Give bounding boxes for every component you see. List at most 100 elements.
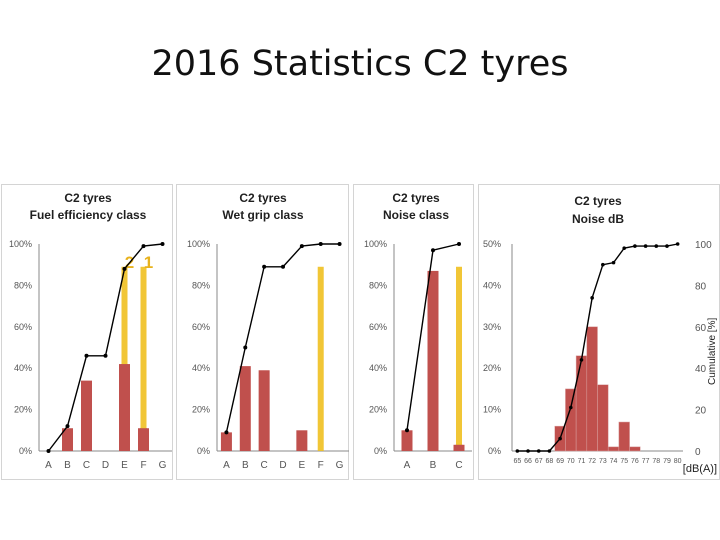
x-tick-label: C (261, 460, 268, 471)
data-bar (296, 430, 308, 451)
y-tick-label: 20% (369, 405, 387, 415)
cumulative-point (622, 246, 627, 250)
cumulative-point (547, 449, 552, 453)
cumulative-point (122, 266, 127, 271)
noise-class-plot: C2 tyres Noise class 0% 20% 40% 60% 80% 100% A B C (364, 191, 472, 471)
cumulative-point (558, 436, 562, 441)
histogram-bar (618, 421, 630, 452)
cumulative-point (224, 430, 229, 435)
data-bar (62, 428, 73, 451)
wet-grip-chart: C2 tyres Wet grip class 0% 20% 40% 60% 80% 100%… (176, 184, 349, 480)
x-tick-label: F (318, 460, 324, 471)
noise-db-plot: C2 tyres Noise dB 0% 10% 20% 30% 40% 50% 0 20 40 60… (483, 194, 718, 475)
y-tick-label: 0% (19, 446, 32, 456)
cumulative-point (262, 264, 267, 269)
y-tick-label-right: 0 (695, 447, 701, 458)
chart-title-line: Wet grip class (222, 208, 303, 222)
y-tick-label-left: 30% (483, 322, 501, 332)
x-tick-label: D (279, 460, 286, 471)
x-tick-label: A (404, 460, 411, 471)
cumulative-point (141, 244, 146, 249)
x-tick-label: 74 (610, 458, 618, 465)
cumulative-point (643, 244, 648, 248)
wet-grip-plot: C2 tyres Wet grip class 0% 20% 40% 60% 80% 100%… (187, 191, 349, 471)
cumulative-point (665, 244, 669, 248)
fuel-efficiency-chart: C2 tyres Fuel efficiency class 0% 20% 40% 60%… (1, 184, 173, 480)
chart-title-line: Fuel efficiency class (30, 208, 147, 222)
chart-title-line: C2 tyres (392, 191, 440, 205)
cumulative-point (675, 242, 680, 246)
x-tick-label: G (159, 460, 167, 471)
histogram-bar (586, 326, 598, 452)
data-bar-overlay (121, 364, 128, 451)
x-tick-label: C (455, 460, 462, 471)
x-tick-label: 73 (599, 458, 607, 465)
highlight-marker (121, 266, 128, 451)
x-tick-label: B (64, 460, 71, 471)
cumulative-point (654, 244, 659, 248)
cumulative-point (457, 242, 461, 246)
x-tick-label: F (140, 460, 146, 471)
x-tick-label: 75 (620, 458, 628, 465)
cumulative-point (337, 242, 342, 246)
histogram-bar (575, 355, 588, 452)
cumulative-point (579, 358, 584, 362)
y-tick-label-right: 80 (695, 281, 707, 292)
noise-db-chart: C2 tyres Noise dB 0% 10% 20% 30% 40% 50% 0 20 40 60… (478, 184, 720, 480)
cumulative-point (568, 405, 573, 410)
y-tick-label: 60% (369, 322, 387, 332)
slide-title: 2016 Statistics C2 tyres (151, 44, 569, 84)
cumulative-point (515, 449, 520, 453)
x-tick-label: 72 (588, 458, 596, 465)
chart-title-line: C2 tyres (64, 191, 112, 205)
data-bar-overlay (140, 428, 147, 451)
data-bar (258, 370, 270, 451)
x-tick-label: C (83, 460, 90, 471)
x-tick-label: D (102, 460, 109, 471)
x-tick-label: 69 (556, 458, 564, 465)
x-tick-label: E (121, 460, 128, 471)
cumulative-point (601, 262, 605, 267)
x-tick-label: 67 (535, 458, 543, 465)
x-tick-label: 78 (652, 458, 660, 465)
y-tick-label: 20% (192, 405, 210, 415)
y-tick-label: 80% (369, 280, 387, 290)
y-tick-label-right: 40 (695, 364, 707, 375)
data-bar-overlay (455, 444, 463, 451)
highlight-marker (140, 266, 147, 451)
histogram-bar (629, 446, 641, 452)
cumulative-point (405, 428, 409, 433)
chart-title-line: C2 tyres (574, 194, 622, 208)
cumulative-point (160, 242, 165, 246)
cumulative-point (84, 353, 89, 358)
x-tick-label: A (223, 460, 230, 471)
chart-title-line: Noise dB (572, 212, 624, 226)
cumulative-point (103, 353, 108, 358)
y-tick-label: 100% (364, 239, 387, 249)
annotation-label: 1 (144, 253, 153, 272)
y-tick-label: 100% (9, 239, 32, 249)
histogram-bar (607, 446, 620, 452)
cumulative-point (243, 345, 248, 350)
cumulative-point (46, 449, 51, 453)
cumulative-point (431, 248, 435, 253)
y-tick-label-left: 10% (483, 405, 501, 415)
cumulative-point (611, 260, 616, 265)
x-tick-label: E (299, 460, 306, 471)
x-tick-label: 68 (546, 458, 554, 465)
cumulative-point (318, 242, 323, 246)
x-tick-label: G (336, 460, 344, 471)
x-tick-label: 70 (567, 458, 575, 465)
y-tick-label: 60% (192, 322, 210, 332)
x-tick-label: A (45, 460, 52, 471)
fuel-efficiency-plot: C2 tyres Fuel efficiency class 0% 20% 40% 60%… (9, 191, 172, 471)
x-tick-label: 80 (674, 458, 682, 465)
y-tick-label: 20% (14, 405, 32, 415)
cumulative-point (526, 449, 530, 453)
cumulative-point (281, 264, 285, 269)
cumulative-point (65, 424, 70, 429)
cumulative-point (536, 449, 541, 453)
x-tick-label: 77 (642, 458, 650, 465)
data-bar (220, 432, 232, 451)
y-tick-label: 0% (197, 446, 210, 456)
